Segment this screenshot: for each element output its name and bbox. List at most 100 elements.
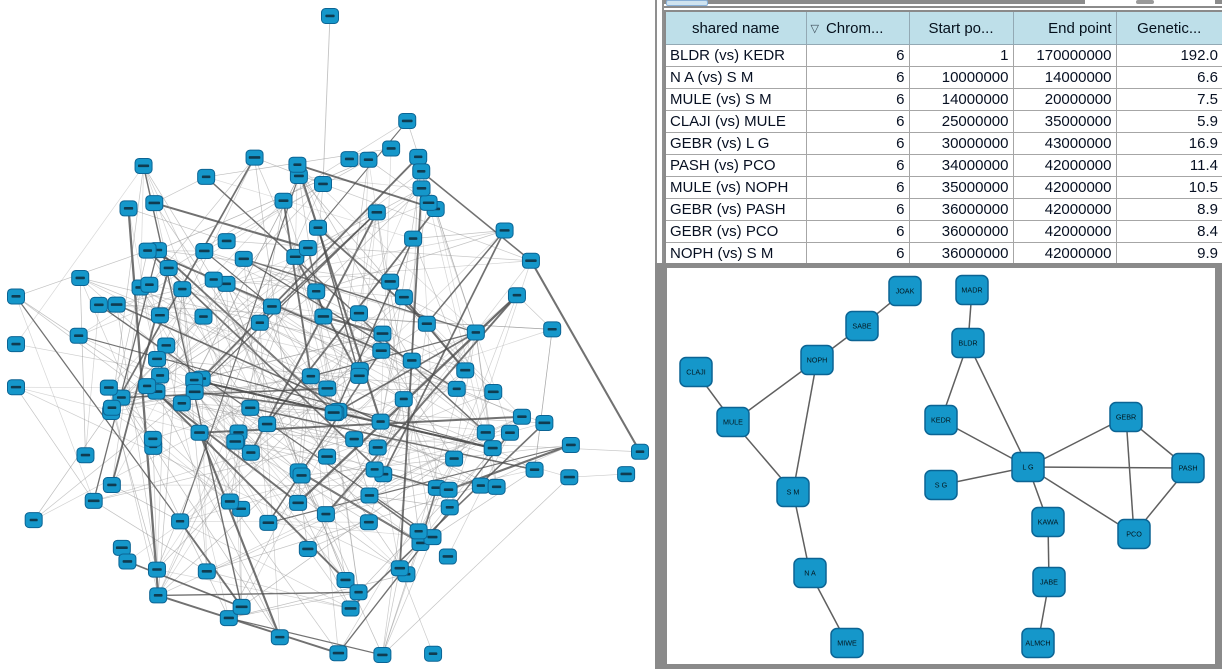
- column-header-start-position[interactable]: Start po...: [908, 10, 1014, 45]
- graph-edge: [15, 296, 181, 522]
- table-row[interactable]: GEBR (vs) PASH 6 36000000 42000000 8.9: [664, 198, 1222, 221]
- node-label-smudge: [340, 578, 351, 582]
- node-shape[interactable]: [1117, 518, 1151, 550]
- node-label-smudge: [123, 207, 134, 210]
- node-shape[interactable]: [793, 557, 827, 589]
- attribute-table-panel: shared name ▽ Chrom... Start po... End po…: [655, 0, 1222, 266]
- graph-edge: [226, 283, 346, 581]
- node-shape[interactable]: [800, 344, 834, 376]
- graph-edge: [235, 441, 437, 489]
- scrollbar-thumb[interactable]: [1136, 0, 1154, 4]
- table-row[interactable]: NOPH (vs) S M 6 36000000 42000000 9.9: [664, 242, 1222, 266]
- graph-node-gebr[interactable]: GEBR: [1109, 401, 1143, 433]
- graph-edge: [350, 422, 545, 610]
- node-label-smudge: [386, 147, 396, 150]
- column-header-shared-name[interactable]: shared name: [664, 10, 807, 45]
- scrollbar-track-segment[interactable]: [664, 0, 1085, 4]
- graph-node-madr[interactable]: MADR: [955, 274, 989, 306]
- graph-edge: [259, 322, 404, 400]
- graph-edge[interactable]: [792, 359, 818, 493]
- node-label-smudge: [517, 415, 527, 418]
- node-label: NOPH: [807, 356, 828, 365]
- cell-shared-name: CLAJI (vs) MULE: [664, 110, 807, 133]
- cell-genetic-distance: 11.4: [1115, 154, 1222, 177]
- node-shape[interactable]: [1032, 566, 1066, 598]
- node-label-smudge: [10, 385, 22, 389]
- node-shape[interactable]: [776, 476, 810, 508]
- node-label-smudge: [248, 156, 261, 159]
- graph-node-mule[interactable]: MULE: [716, 406, 750, 438]
- node-shape[interactable]: [1171, 452, 1205, 484]
- graph-node-joak[interactable]: JOAK: [888, 275, 922, 307]
- table-row[interactable]: MULE (vs) S M 6 14000000 20000000 7.5: [664, 88, 1222, 111]
- node-shape[interactable]: [1109, 401, 1143, 433]
- column-header-chromosome[interactable]: ▽ Chrom...: [805, 10, 910, 45]
- column-header-genetic[interactable]: Genetic...: [1115, 10, 1222, 45]
- node-shape[interactable]: [955, 274, 989, 306]
- node-shape[interactable]: [1031, 506, 1065, 538]
- node-shape[interactable]: [888, 275, 922, 307]
- table-row[interactable]: MULE (vs) NOPH 6 35000000 42000000 10.5: [664, 176, 1222, 199]
- node-label-smudge: [332, 651, 345, 655]
- graph-node-kedr[interactable]: KEDR: [924, 404, 958, 436]
- graph-edge[interactable]: [1027, 466, 1135, 535]
- graph-edge: [534, 329, 553, 470]
- column-header-end-point[interactable]: End point: [1012, 10, 1117, 45]
- graph-node-kawa[interactable]: KAWA: [1031, 506, 1065, 538]
- table-row[interactable]: PASH (vs) PCO 6 34000000 42000000 11.4: [664, 154, 1222, 177]
- graph-edge[interactable]: [1125, 416, 1135, 535]
- table-row[interactable]: CLAJI (vs) MULE 6 25000000 35000000 5.9: [664, 110, 1222, 133]
- graph-node-bldr[interactable]: BLDR: [951, 327, 985, 359]
- graph-edge: [127, 412, 334, 562]
- graph-node-sabe[interactable]: SABE: [845, 310, 879, 342]
- graph-node-pco[interactable]: PCO: [1117, 518, 1151, 550]
- node-shape[interactable]: [924, 469, 958, 501]
- large-network-canvas[interactable]: [0, 0, 655, 669]
- scrollbar-end-button[interactable]: [1215, 0, 1222, 4]
- graph-edge: [128, 208, 227, 242]
- graph-node-claji[interactable]: CLAJI: [679, 356, 713, 388]
- graph-node-l-g[interactable]: L G: [1011, 451, 1045, 483]
- node-shape[interactable]: [924, 404, 958, 436]
- graph-node-s-m[interactable]: S M: [776, 476, 810, 508]
- table-header-row: shared name ▽ Chrom... Start po... End po…: [664, 10, 1222, 45]
- graph-edge[interactable]: [967, 342, 1029, 468]
- table-row[interactable]: GEBR (vs) PCO 6 36000000 42000000 8.4: [664, 220, 1222, 243]
- table-row[interactable]: N A (vs) S M 6 10000000 14000000 6.6: [664, 66, 1222, 89]
- graph-node-miwe[interactable]: MIWE: [830, 627, 864, 659]
- horizontal-scrollbar[interactable]: [664, 0, 1222, 10]
- graph-edge[interactable]: [1027, 466, 1189, 469]
- main-network-view[interactable]: [0, 0, 655, 669]
- graph-edge: [307, 521, 370, 550]
- node-shape[interactable]: [716, 406, 750, 438]
- node-label-smudge: [152, 357, 163, 361]
- pane-splitter[interactable]: [655, 0, 664, 263]
- graph-node-noph[interactable]: NOPH: [800, 344, 834, 376]
- node-shape[interactable]: [1011, 451, 1045, 483]
- scrollbar-thumb-highlight[interactable]: [666, 0, 708, 6]
- node-shape[interactable]: [845, 310, 879, 342]
- graph-node-n-a[interactable]: N A: [793, 557, 827, 589]
- graph-node-almch[interactable]: ALMCH: [1021, 627, 1055, 659]
- graph-node-jabe[interactable]: JABE: [1032, 566, 1066, 598]
- graph-edge: [179, 296, 405, 522]
- node-shape[interactable]: [830, 627, 864, 659]
- graph-node-pash[interactable]: PASH: [1171, 452, 1205, 484]
- node-shape[interactable]: [679, 356, 713, 388]
- graph-edge: [201, 378, 299, 504]
- panel-divider: [664, 6, 1222, 8]
- node-label-smudge: [443, 488, 454, 491]
- cell-chromosome: 6: [805, 176, 910, 199]
- cell-shared-name: MULE (vs) NOPH: [664, 176, 807, 199]
- node-shape[interactable]: [1021, 627, 1055, 659]
- graph-edge: [228, 617, 383, 656]
- graph-edge: [412, 238, 466, 371]
- graph-edge: [380, 350, 449, 490]
- table-row[interactable]: GEBR (vs) L G 6 30000000 43000000 16.9: [664, 132, 1222, 155]
- table-row[interactable]: BLDR (vs) KEDR 6 1 170000000 192.0: [664, 44, 1222, 67]
- sub-network-canvas[interactable]: JOAK MADR SABE BLDR NOPH CLAJI GEBR KEDR MULE L G…: [667, 268, 1215, 664]
- node-label-smudge: [620, 472, 632, 476]
- sub-network-view[interactable]: JOAK MADR SABE BLDR NOPH CLAJI GEBR KEDR MULE L G…: [667, 268, 1215, 664]
- graph-node-s-g[interactable]: S G: [924, 469, 958, 501]
- node-shape[interactable]: [951, 327, 985, 359]
